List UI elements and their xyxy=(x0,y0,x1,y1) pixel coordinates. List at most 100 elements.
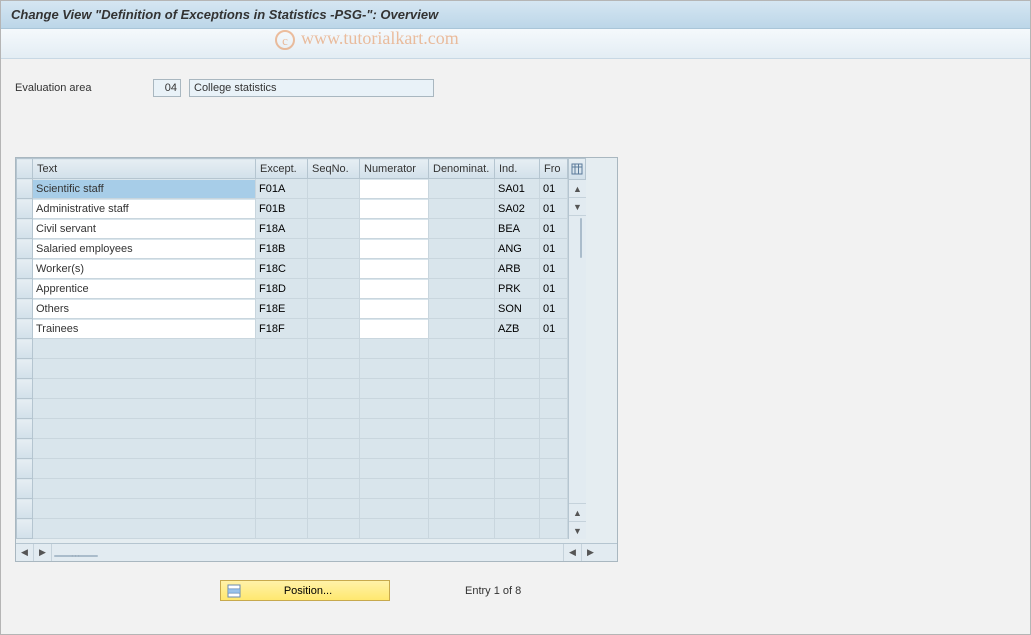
cell-input-text[interactable] xyxy=(33,260,255,278)
row-selector[interactable] xyxy=(17,359,33,379)
row-selector[interactable] xyxy=(17,199,33,219)
cell-input-numer[interactable] xyxy=(360,320,428,338)
cell-denom[interactable] xyxy=(429,239,495,259)
row-selector[interactable] xyxy=(17,459,33,479)
col-except[interactable]: Except. xyxy=(256,159,308,179)
cell-numer[interactable] xyxy=(360,259,429,279)
cell-ind[interactable]: SA02 xyxy=(495,199,540,219)
cell-except[interactable]: F18F xyxy=(256,319,308,339)
row-selector[interactable] xyxy=(17,179,33,199)
row-selector[interactable] xyxy=(17,219,33,239)
cell-input-text[interactable] xyxy=(33,220,255,238)
cell-denom[interactable] xyxy=(429,279,495,299)
row-selector[interactable] xyxy=(17,339,33,359)
row-selector[interactable] xyxy=(17,279,33,299)
cell-input-text[interactable] xyxy=(33,280,255,298)
scroll-left-end-button[interactable]: ◀ xyxy=(563,544,581,561)
cell-fro[interactable]: 01 xyxy=(540,199,568,219)
cell-seqno[interactable] xyxy=(308,179,360,199)
cell-denom[interactable] xyxy=(429,199,495,219)
row-selector[interactable] xyxy=(17,419,33,439)
scroll-down-small-button[interactable]: ▼ xyxy=(569,198,586,216)
cell-input-numer[interactable] xyxy=(360,200,428,218)
position-button[interactable]: Position... xyxy=(220,580,390,601)
cell-text[interactable] xyxy=(33,299,256,319)
cell-input-text[interactable] xyxy=(33,300,255,318)
cell-fro[interactable]: 01 xyxy=(540,319,568,339)
row-selector[interactable] xyxy=(17,319,33,339)
cell-input-numer[interactable] xyxy=(360,240,428,258)
cell-ind[interactable]: SA01 xyxy=(495,179,540,199)
cell-input-numer[interactable] xyxy=(360,260,428,278)
col-seqno[interactable]: SeqNo. xyxy=(308,159,360,179)
cell-seqno[interactable] xyxy=(308,239,360,259)
table-config-button[interactable] xyxy=(568,158,586,180)
cell-fro[interactable]: 01 xyxy=(540,179,568,199)
cell-seqno[interactable] xyxy=(308,299,360,319)
cell-text[interactable] xyxy=(33,179,256,199)
cell-fro[interactable]: 01 xyxy=(540,239,568,259)
col-fro[interactable]: Fro xyxy=(540,159,568,179)
cell-ind[interactable]: ANG xyxy=(495,239,540,259)
cell-ind[interactable]: AZB xyxy=(495,319,540,339)
cell-fro[interactable]: 01 xyxy=(540,299,568,319)
vscroll-thumb[interactable] xyxy=(580,218,582,258)
row-selector[interactable] xyxy=(17,239,33,259)
cell-except[interactable]: F18C xyxy=(256,259,308,279)
cell-numer[interactable] xyxy=(360,299,429,319)
row-selector[interactable] xyxy=(17,399,33,419)
hscroll-thumb[interactable]: ∙∙∙ xyxy=(54,555,98,557)
vertical-scrollbar[interactable]: ▲ ▼ ▲ ▼ xyxy=(568,180,586,539)
cell-input-numer[interactable] xyxy=(360,220,428,238)
cell-numer[interactable] xyxy=(360,239,429,259)
cell-fro[interactable]: 01 xyxy=(540,259,568,279)
cell-except[interactable]: F18D xyxy=(256,279,308,299)
cell-text[interactable] xyxy=(33,219,256,239)
cell-except[interactable]: F01A xyxy=(256,179,308,199)
cell-numer[interactable] xyxy=(360,219,429,239)
cell-seqno[interactable] xyxy=(308,199,360,219)
cell-input-text[interactable] xyxy=(33,180,255,198)
scroll-down-button[interactable]: ▼ xyxy=(569,521,586,539)
col-numer[interactable]: Numerator xyxy=(360,159,429,179)
cell-seqno[interactable] xyxy=(308,279,360,299)
cell-seqno[interactable] xyxy=(308,219,360,239)
cell-text[interactable] xyxy=(33,319,256,339)
scroll-right-button[interactable]: ▶ xyxy=(581,544,599,561)
evaluation-area-desc[interactable] xyxy=(189,79,434,97)
cell-ind[interactable]: BEA xyxy=(495,219,540,239)
cell-denom[interactable] xyxy=(429,259,495,279)
cell-input-text[interactable] xyxy=(33,320,255,338)
cell-except[interactable]: F18B xyxy=(256,239,308,259)
row-selector[interactable] xyxy=(17,299,33,319)
cell-denom[interactable] xyxy=(429,219,495,239)
cell-denom[interactable] xyxy=(429,299,495,319)
cell-numer[interactable] xyxy=(360,319,429,339)
cell-fro[interactable]: 01 xyxy=(540,279,568,299)
scroll-up-end-button[interactable]: ▲ xyxy=(569,503,586,521)
cell-numer[interactable] xyxy=(360,279,429,299)
cell-except[interactable]: F18E xyxy=(256,299,308,319)
cell-seqno[interactable] xyxy=(308,319,360,339)
col-text[interactable]: Text xyxy=(33,159,256,179)
row-selector[interactable] xyxy=(17,439,33,459)
row-selector[interactable] xyxy=(17,259,33,279)
cell-fro[interactable]: 01 xyxy=(540,219,568,239)
cell-numer[interactable] xyxy=(360,199,429,219)
scroll-right-small-button[interactable]: ▶ xyxy=(34,544,52,561)
col-denom[interactable]: Denominat. xyxy=(429,159,495,179)
cell-input-text[interactable] xyxy=(33,200,255,218)
cell-except[interactable]: F18A xyxy=(256,219,308,239)
col-ind[interactable]: Ind. xyxy=(495,159,540,179)
cell-text[interactable] xyxy=(33,239,256,259)
cell-input-numer[interactable] xyxy=(360,280,428,298)
cell-text[interactable] xyxy=(33,199,256,219)
row-selector[interactable] xyxy=(17,519,33,539)
cell-denom[interactable] xyxy=(429,179,495,199)
cell-input-text[interactable] xyxy=(33,240,255,258)
evaluation-area-code[interactable] xyxy=(153,79,181,97)
cell-input-numer[interactable] xyxy=(360,300,428,318)
cell-ind[interactable]: PRK xyxy=(495,279,540,299)
cell-seqno[interactable] xyxy=(308,259,360,279)
cell-text[interactable] xyxy=(33,259,256,279)
